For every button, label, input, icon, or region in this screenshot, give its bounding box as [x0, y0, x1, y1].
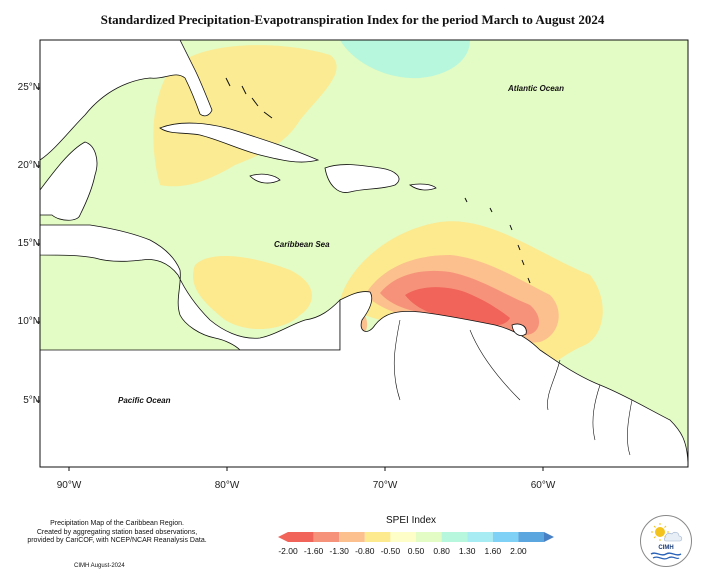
legend-swatch — [288, 532, 314, 542]
legend-tick: 1.60 — [484, 546, 502, 556]
pacific-ocean-label: Pacific Ocean — [118, 396, 171, 405]
lat-label: 5°N — [23, 395, 40, 406]
legend-swatch — [492, 532, 519, 542]
land-puerto-rico — [409, 183, 437, 191]
country-borders — [393, 319, 633, 456]
land-north-america — [40, 40, 213, 161]
legend-tick: 0.80 — [433, 546, 450, 556]
legend-tick: 2.00 — [510, 546, 527, 556]
land-cuba — [159, 122, 320, 163]
logo-label: CIMH — [658, 545, 674, 551]
legend-arrow-low — [278, 532, 288, 542]
atlantic-ocean-label: Atlantic Ocean — [508, 84, 565, 93]
lat-label: 15°N — [17, 238, 40, 249]
legend-arrow-high — [544, 532, 554, 542]
land-jamaica — [249, 173, 281, 184]
legend-tick: -0.80 — [355, 546, 375, 556]
lon-label: 80°W — [214, 480, 240, 491]
legend-swatch — [518, 532, 544, 542]
dry-extreme-southern — [405, 287, 510, 327]
legend-title: SPEI Index — [386, 515, 437, 526]
land-central-america — [40, 141, 341, 351]
wet-area-northeast — [340, 40, 470, 79]
legend-swatch — [313, 532, 340, 542]
cimh-logo: CIMH — [640, 515, 692, 567]
lon-label: 90°W — [56, 480, 82, 491]
legend-colorbar — [278, 532, 554, 542]
dry-area-central-america — [193, 255, 312, 330]
land-trinidad — [511, 323, 527, 336]
caption-line: Created by aggregating station based obs… — [36, 528, 198, 536]
legend-tick: 0.50 — [407, 546, 425, 556]
legend-swatch — [416, 532, 442, 542]
map-caption: Precipitation Map of the Caribbean Regio… — [22, 520, 212, 546]
caribbean-sea-label: Caribbean Sea — [274, 240, 330, 249]
land-bahamas — [225, 77, 273, 119]
map-frame — [39, 39, 689, 468]
legend-tick: 1.30 — [458, 546, 476, 556]
caption-line: Precipitation Map of the Caribbean Regio… — [50, 520, 184, 527]
lat-label: 10°N — [17, 316, 40, 327]
land-lesser-antilles — [464, 197, 531, 284]
caption-line: provided by CariCOF, with NCEP/NCAR Rean… — [27, 537, 207, 544]
lon-label: 70°W — [372, 480, 398, 491]
lon-label: 60°W — [530, 480, 556, 491]
legend-tick: -1.30 — [329, 546, 349, 556]
lat-label: 25°N — [17, 82, 40, 93]
legend-tick: -0.50 — [380, 546, 401, 556]
legend-swatch — [467, 532, 493, 542]
legend-swatch — [339, 532, 365, 542]
legend-tick: -1.60 — [303, 546, 324, 556]
lat-label: 20°N — [17, 160, 40, 171]
legend-swatch — [390, 532, 416, 542]
legend-tick: -2.00 — [278, 546, 298, 556]
sun-cloud-icon — [650, 523, 683, 560]
credit-text: CIMH August-2024 — [74, 563, 125, 569]
legend-swatch — [364, 532, 391, 542]
land-hispaniola — [324, 164, 400, 193]
map-title: Standardized Precipitation-Evapotranspir… — [100, 12, 605, 27]
land-south-america — [40, 291, 688, 467]
legend-swatch — [441, 532, 468, 542]
